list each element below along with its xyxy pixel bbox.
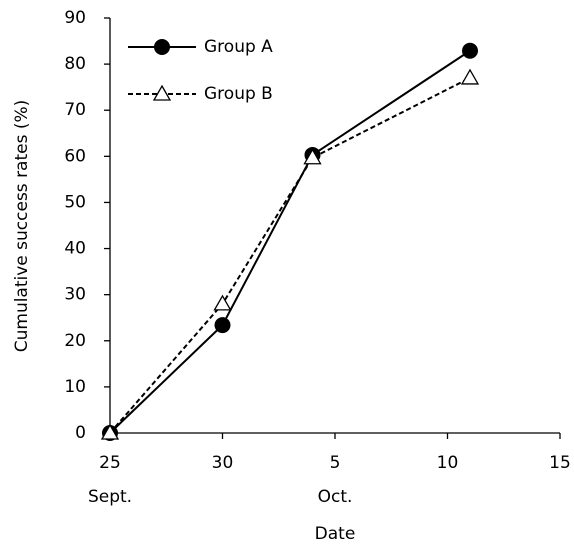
series-line <box>109 49 471 434</box>
legend-label: Group B <box>204 84 273 104</box>
x-tick-label: 5 <box>330 453 341 473</box>
data-point <box>100 423 120 440</box>
y-tick-label: 90 <box>64 8 86 28</box>
y-tick-label: 50 <box>64 192 86 212</box>
y-axis-label: Cumulative success rates (%) <box>12 100 32 353</box>
x-month-label: Sept. <box>88 487 132 507</box>
x-tick-label: 15 <box>549 453 571 473</box>
x-tick-label: 25 <box>99 453 121 473</box>
y-tick-label: 80 <box>64 54 86 74</box>
x-tick-label: 10 <box>437 453 459 473</box>
x-month-label: Oct. <box>318 487 353 507</box>
y-tick-label: 20 <box>64 331 86 351</box>
data-point <box>462 42 478 59</box>
legend-marker <box>154 39 170 55</box>
series-line <box>109 77 471 434</box>
data-point <box>460 68 480 85</box>
y-tick-label: 0 <box>75 423 86 443</box>
y-tick-label: 60 <box>64 146 86 166</box>
y-tick-label: 10 <box>64 377 86 397</box>
y-tick-label: 70 <box>64 100 86 120</box>
data-point <box>214 317 231 334</box>
legend-marker <box>152 84 172 101</box>
data-point <box>213 294 232 311</box>
data-point <box>303 148 322 165</box>
x-tick-label: 30 <box>212 453 234 473</box>
x-axis-label: Date <box>315 524 356 544</box>
y-tick-label: 40 <box>64 239 86 259</box>
y-tick-label: 30 <box>64 285 86 305</box>
legend-label: Group A <box>204 37 273 57</box>
